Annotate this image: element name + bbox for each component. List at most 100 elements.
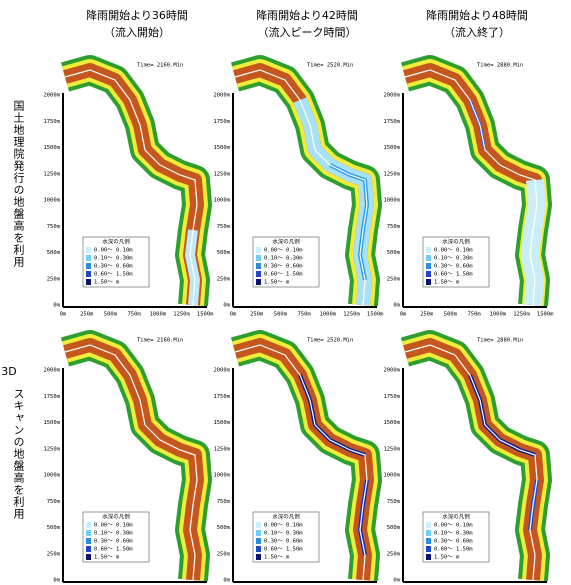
column-subtitle: （流入開始） xyxy=(104,25,170,39)
legend-swatch xyxy=(86,530,91,536)
legend-swatch xyxy=(426,522,431,528)
legend-title: 水深の凡例 xyxy=(272,238,300,246)
legend-item: 0.30～ 0.60m xyxy=(264,539,303,545)
y-tick-label: 1500m xyxy=(213,145,230,151)
legend-swatch xyxy=(426,279,431,285)
y-tick-label: 500m xyxy=(387,525,401,531)
legend-item: 0.10～ 0.30m xyxy=(264,531,303,537)
row-label: スキャンの地盤高を利用 xyxy=(12,388,25,520)
legend-box xyxy=(422,511,490,563)
legend-item: 0.00～ 0.10m xyxy=(94,523,133,529)
legend-item: 0.60～ 1.50m xyxy=(94,272,133,278)
column-title: 降雨開始より42時間 xyxy=(256,8,358,22)
legend-swatch xyxy=(426,255,431,261)
legend-title: 水深の凡例 xyxy=(442,238,470,246)
river-line xyxy=(64,344,198,581)
y-tick-label: 2000m xyxy=(43,93,60,99)
legend-item: 0.10～ 0.30m xyxy=(94,531,133,537)
y-tick-label: 250m xyxy=(217,551,231,557)
legend-title: 水深の凡例 xyxy=(272,513,300,521)
y-tick-label: 750m xyxy=(387,224,401,230)
y-tick-label: 1250m xyxy=(383,171,400,177)
legend-swatch xyxy=(256,255,261,261)
x-tick-label: 500m xyxy=(104,312,118,318)
legend-title: 水深の凡例 xyxy=(442,513,470,521)
y-tick-label: 1500m xyxy=(43,145,60,151)
y-tick-label: 0m xyxy=(393,578,400,584)
legend-item: 0.60～ 1.50m xyxy=(434,272,473,278)
legend-swatch xyxy=(86,546,91,552)
legend: 水深の凡例 0.00～ 0.10m 0.10～ 0.30m 0.30～ 0.60m 0.… xyxy=(422,511,490,563)
y-tick-label: 1000m xyxy=(383,473,400,479)
y-tick-label: 250m xyxy=(47,276,61,282)
x-tick-label: 0m xyxy=(60,312,67,318)
y-tick-label: 750m xyxy=(387,499,401,505)
legend-swatch xyxy=(86,255,91,261)
x-tick-label: 1500m xyxy=(197,312,214,318)
y-tick-label: 1500m xyxy=(213,420,230,426)
legend-item: 0.30～ 0.60m xyxy=(94,264,133,270)
y-tick-label: 0m xyxy=(223,578,230,584)
x-tick-label: 250m xyxy=(250,312,264,318)
y-tick-label: 2000m xyxy=(383,368,400,374)
legend-item: 0.30～ 0.60m xyxy=(434,539,473,545)
legend-swatch xyxy=(426,530,431,536)
legend-swatch xyxy=(426,538,431,544)
legend-item: 0.60～ 1.50m xyxy=(434,547,473,553)
legend-item: 1.50～ m xyxy=(94,280,120,286)
column-subtitle: （流入終了） xyxy=(444,25,510,39)
column-title: 降雨開始より48時間 xyxy=(426,8,528,22)
x-tick-label: 1000m xyxy=(320,312,337,318)
y-tick-label: 500m xyxy=(217,250,231,256)
x-tick-label: 0m xyxy=(400,312,407,318)
map-panel: Time= 2160.Min 0m 250m 500m 750m 1000m 1250m 15… xyxy=(43,55,214,318)
y-tick-label: 750m xyxy=(47,499,61,505)
y-tick-label: 1500m xyxy=(383,145,400,151)
legend-item: 0.60～ 1.50m xyxy=(264,547,303,553)
y-tick-label: 1250m xyxy=(43,171,60,177)
legend-item: 1.50～ m xyxy=(264,280,290,286)
legend-item: 1.50～ m xyxy=(94,555,120,561)
legend-swatch xyxy=(256,247,261,253)
legend-item: 0.60～ 1.50m xyxy=(94,547,133,553)
legend-swatch xyxy=(256,546,261,552)
y-tick-label: 2000m xyxy=(213,93,230,99)
legend: 水深の凡例 0.00～ 0.10m 0.10～ 0.30m 0.30～ 0.60m 0.… xyxy=(252,236,320,288)
legend-item: 0.00～ 0.10m xyxy=(94,248,133,254)
legend-swatch xyxy=(256,538,261,544)
y-tick-label: 1750m xyxy=(213,394,230,400)
legend-swatch xyxy=(256,279,261,285)
column-title: 降雨開始より36時間 xyxy=(86,8,188,22)
legend-item: 1.50～ m xyxy=(434,280,460,286)
x-tick-label: 750m xyxy=(127,312,141,318)
y-tick-label: 1250m xyxy=(383,446,400,452)
y-tick-label: 0m xyxy=(53,578,60,584)
x-tick-label: 1500m xyxy=(537,312,554,318)
legend-title: 水深の凡例 xyxy=(102,513,130,521)
y-tick-label: 2000m xyxy=(213,368,230,374)
river-line xyxy=(404,69,538,306)
legend-swatch xyxy=(426,263,431,269)
legend-box xyxy=(82,236,150,288)
map-panel: Time= 2160.Min 0m 250m 500m 750m 1000m 1250m 15… xyxy=(43,330,212,584)
legend: 水深の凡例 0.00～ 0.10m 0.10～ 0.30m 0.30～ 0.60m 0.… xyxy=(422,236,490,288)
row-label: 国土地理院発行の地盤高を利用 xyxy=(12,100,25,268)
legend: 水深の凡例 0.00～ 0.10m 0.10～ 0.30m 0.30～ 0.60m 0.… xyxy=(82,236,150,288)
y-tick-label: 2000m xyxy=(43,368,60,374)
y-tick-label: 750m xyxy=(217,499,231,505)
legend-item: 0.00～ 0.10m xyxy=(264,248,303,254)
y-tick-label: 1250m xyxy=(213,446,230,452)
legend-swatch xyxy=(256,554,261,560)
legend-item: 0.10～ 0.30m xyxy=(264,256,303,262)
legend-swatch xyxy=(86,538,91,544)
y-tick-label: 1000m xyxy=(213,473,230,479)
legend-item: 0.60～ 1.50m xyxy=(264,272,303,278)
y-tick-label: 500m xyxy=(217,525,231,531)
x-tick-label: 0m xyxy=(230,312,237,318)
y-tick-label: 1750m xyxy=(43,394,60,400)
y-tick-label: 0m xyxy=(53,303,60,309)
legend-swatch xyxy=(86,522,91,528)
x-tick-label: 1000m xyxy=(490,312,507,318)
river-line xyxy=(234,344,368,581)
row-prefix: 3D xyxy=(1,365,16,378)
